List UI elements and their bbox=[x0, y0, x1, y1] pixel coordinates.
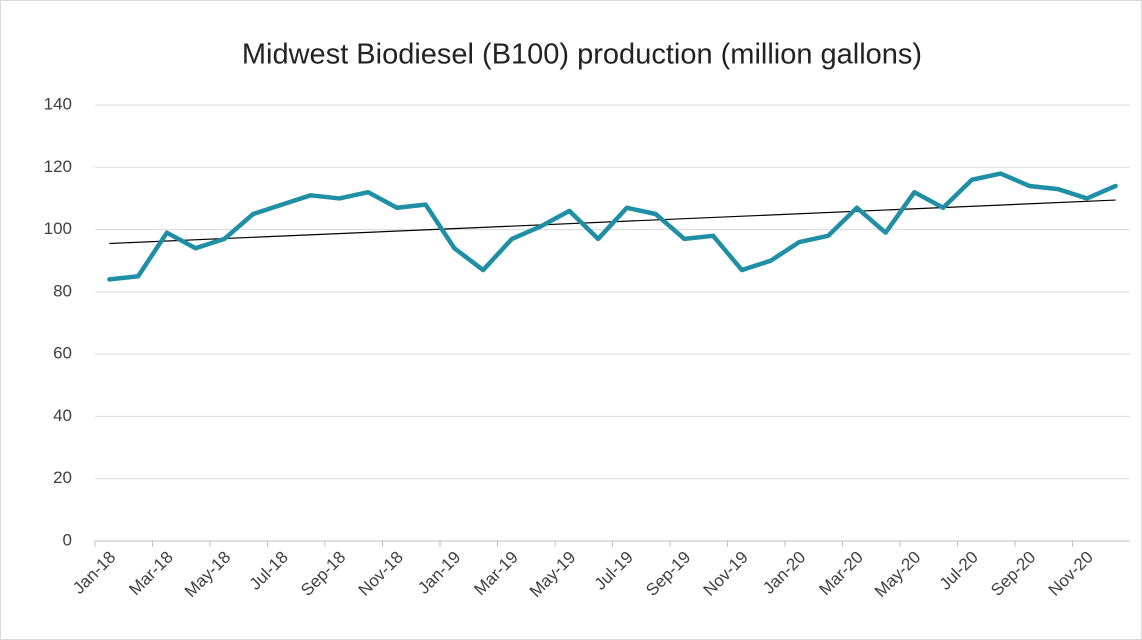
y-tick-label: 60 bbox=[53, 344, 72, 363]
y-tick-label: 0 bbox=[63, 530, 72, 549]
chart-title: Midwest Biodiesel (B100) production (mil… bbox=[242, 39, 922, 71]
y-tick-label: 100 bbox=[44, 219, 72, 238]
y-tick-label: 40 bbox=[53, 406, 72, 425]
y-tick-label: 120 bbox=[44, 157, 72, 176]
y-tick-label: 140 bbox=[44, 94, 72, 113]
data-line bbox=[107, 171, 1118, 282]
y-tick-label: 20 bbox=[53, 468, 72, 487]
y-tick-label: 80 bbox=[53, 281, 72, 300]
